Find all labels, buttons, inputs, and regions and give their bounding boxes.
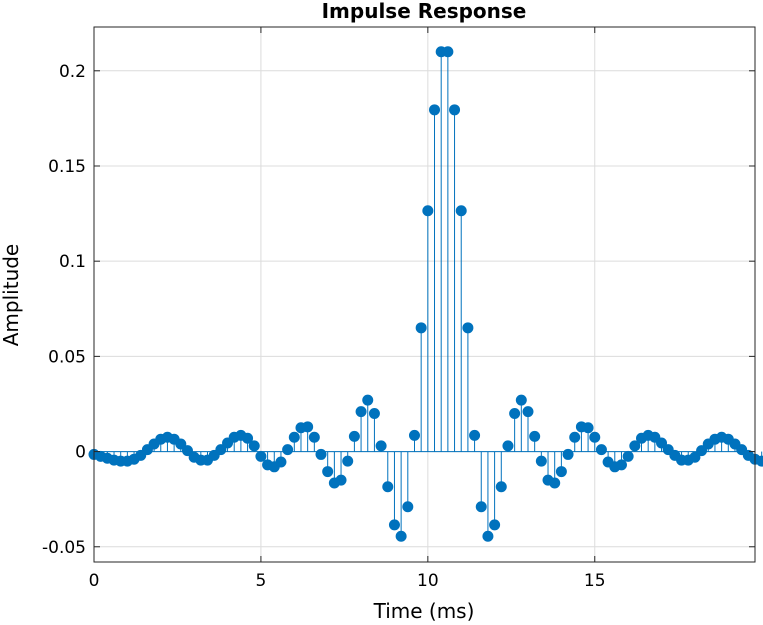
stem-marker [362, 394, 374, 406]
stem-marker [415, 322, 427, 334]
stem-marker [322, 466, 334, 478]
x-tick-label: 10 [417, 571, 439, 591]
x-tick-label: 15 [584, 571, 606, 591]
stem-marker [515, 394, 527, 406]
stem-marker [308, 431, 320, 443]
stem-marker [455, 205, 467, 217]
stem-marker [502, 440, 514, 452]
stem-marker [181, 445, 193, 457]
x-axis-label: Time (ms) [373, 599, 475, 623]
stem-marker [495, 481, 507, 493]
stem-marker [595, 444, 607, 456]
stem-marker [175, 438, 187, 450]
y-tick-label: 0.2 [59, 62, 86, 82]
stem-marker [569, 431, 581, 443]
stem-marker [555, 466, 567, 478]
x-tick-label: 5 [256, 571, 267, 591]
stem-marker [549, 477, 561, 489]
stem-marker [275, 456, 287, 468]
stem-marker [335, 474, 347, 486]
stem-marker [475, 501, 487, 513]
stem-marker [629, 440, 641, 452]
stem-marker [696, 445, 708, 457]
stem-series [88, 46, 763, 542]
stem-marker [288, 431, 300, 443]
stem-marker [535, 455, 547, 467]
stem-marker [355, 406, 367, 418]
stem-marker [255, 450, 267, 462]
x-tick-label: 0 [89, 571, 100, 591]
stem-marker [368, 407, 380, 419]
stem-marker [402, 501, 414, 513]
stem-marker [449, 104, 461, 116]
stem-marker [489, 519, 501, 531]
y-tick-label: 0.05 [48, 347, 86, 367]
stem-marker [622, 450, 634, 462]
plot-frame [93, 26, 756, 563]
stem-marker [315, 448, 327, 460]
stem-marker [615, 459, 627, 471]
stem-marker [689, 451, 701, 463]
y-tick-label: 0.1 [59, 252, 86, 272]
chart-title: Impulse Response [322, 0, 527, 23]
y-tick-label: 0.15 [48, 157, 86, 177]
stem-marker [422, 205, 434, 217]
stem-marker [756, 455, 763, 467]
stem-marker [469, 429, 481, 441]
stem-marker [529, 430, 541, 442]
stem-marker [282, 444, 294, 456]
stem-marker [395, 530, 407, 542]
y-axis-label: Amplitude [0, 244, 23, 347]
stem-marker [348, 430, 360, 442]
stem-marker [509, 407, 521, 419]
stem-marker [375, 440, 387, 452]
y-tick-label: -0.05 [42, 538, 86, 558]
stem-marker [242, 432, 254, 444]
stem-marker [582, 422, 594, 434]
stem-marker [215, 444, 227, 456]
stem-marker [342, 455, 354, 467]
stem-marker [442, 46, 454, 58]
stem-marker [302, 421, 314, 433]
stem-marker [388, 519, 400, 531]
stem-marker [248, 440, 260, 452]
stem-marker [589, 431, 601, 443]
stem-marker [462, 322, 474, 334]
stem-marker [429, 104, 441, 116]
y-tick-label: 0 [75, 443, 86, 463]
stem-marker [408, 429, 420, 441]
stem-marker [562, 448, 574, 460]
stem-marker [482, 530, 494, 542]
stem-marker [382, 481, 394, 493]
stem-marker [656, 437, 668, 449]
stem-marker [522, 406, 534, 418]
